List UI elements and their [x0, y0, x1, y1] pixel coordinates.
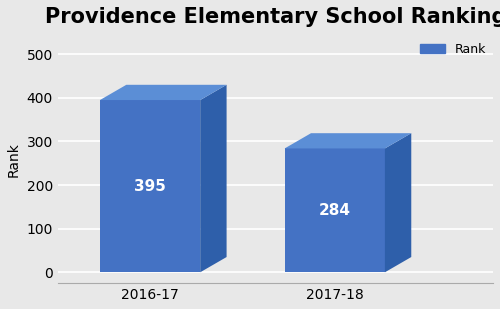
Title: Providence Elementary School Ranking: Providence Elementary School Ranking	[44, 7, 500, 27]
Polygon shape	[100, 85, 226, 100]
Text: 395: 395	[134, 179, 166, 194]
Bar	[284, 148, 385, 272]
Legend: Rank: Rank	[415, 38, 491, 61]
Bar	[100, 100, 200, 272]
Y-axis label: Rank: Rank	[7, 142, 21, 177]
Polygon shape	[385, 133, 411, 272]
Polygon shape	[200, 85, 226, 272]
Polygon shape	[284, 133, 412, 148]
Text: 284: 284	[319, 203, 351, 218]
